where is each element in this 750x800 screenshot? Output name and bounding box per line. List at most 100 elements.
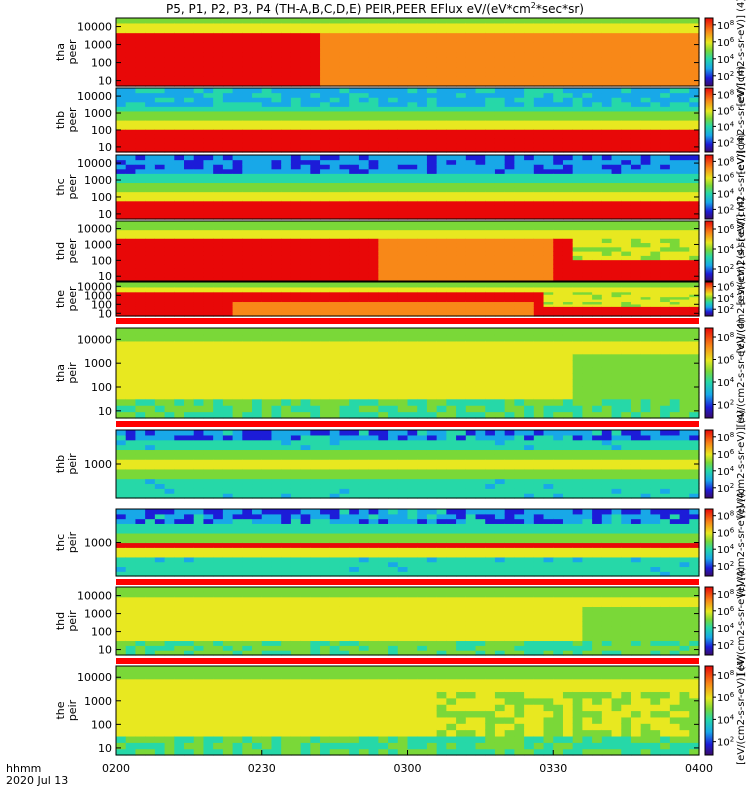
- heatmap-cell: [679, 291, 690, 295]
- heatmap-cell: [271, 147, 282, 153]
- heatmap-cell: [456, 32, 467, 39]
- heatmap-cell: [436, 196, 447, 202]
- y-axis-label-line1: the: [54, 290, 67, 308]
- heatmap-cell: [154, 276, 166, 282]
- heatmap-cell: [378, 200, 389, 206]
- heatmap-cell: [281, 106, 292, 112]
- heatmap-cell: [592, 101, 603, 107]
- heatmap-cell: [494, 246, 506, 252]
- heatmap-cell: [320, 405, 331, 413]
- heatmap-cell: [174, 373, 185, 381]
- heatmap-cell: [242, 294, 253, 298]
- heatmap-cell: [193, 411, 205, 419]
- heatmap-cell: [358, 120, 370, 126]
- heatmap-cell: [164, 221, 175, 226]
- heatmap-cell: [630, 147, 642, 153]
- heatmap-cell: [524, 291, 535, 295]
- heatmap-cell: [193, 294, 205, 298]
- heatmap-cell: [456, 200, 467, 206]
- heatmap-cell: [329, 191, 341, 197]
- heatmap-cell: [281, 263, 292, 269]
- heatmap-cell: [300, 255, 311, 261]
- heatmap-cell: [592, 106, 603, 112]
- heatmap-cell: [572, 81, 583, 87]
- heatmap-cell: [572, 182, 583, 188]
- heatmap-cell: [601, 61, 613, 68]
- heatmap-cell: [193, 301, 205, 305]
- heatmap-cell: [572, 294, 583, 298]
- heatmap-cell: [456, 306, 467, 310]
- heatmap-cell: [329, 88, 341, 94]
- heatmap-cell: [572, 110, 583, 117]
- heatmap-cell: [300, 124, 311, 130]
- heatmap-cell: [611, 296, 622, 300]
- heatmap-cell: [562, 138, 574, 144]
- heatmap-cell: [426, 42, 438, 48]
- heatmap-cell: [553, 182, 564, 188]
- heatmap-cell: [543, 37, 554, 43]
- heatmap-cell: [232, 291, 243, 295]
- heatmap-cell: [446, 32, 457, 39]
- heatmap-cell: [660, 313, 671, 317]
- heatmap-cell: [232, 286, 243, 290]
- heatmap-cell: [290, 142, 302, 149]
- heatmap-cell: [562, 313, 574, 317]
- heatmap-cell: [184, 284, 195, 288]
- heatmap-cell: [514, 301, 525, 305]
- heatmap-cell: [242, 238, 253, 244]
- heatmap-cell: [485, 182, 496, 188]
- heatmap-cell: [601, 52, 613, 58]
- heatmap-cell: [562, 182, 574, 188]
- heatmap-cell: [222, 106, 234, 112]
- heatmap-cell: [601, 296, 613, 300]
- heatmap-cell: [368, 405, 379, 413]
- heatmap-cell: [679, 76, 690, 82]
- heatmap-cell: [232, 385, 243, 393]
- heatmap-cell: [164, 268, 175, 274]
- heatmap-cell: [252, 205, 263, 211]
- heatmap-cell: [494, 311, 506, 315]
- heatmap-cell: [524, 52, 535, 58]
- heatmap-cell: [145, 379, 156, 387]
- heatmap-cell: [660, 37, 671, 43]
- heatmap-cell: [252, 334, 263, 342]
- heatmap-cell: [252, 299, 263, 303]
- heatmap-cell: [426, 101, 438, 107]
- heatmap-cell: [320, 246, 331, 252]
- heatmap-cell: [222, 27, 234, 34]
- heatmap-cell: [125, 289, 137, 293]
- heatmap-cell: [116, 22, 127, 29]
- heatmap-cell: [543, 66, 554, 73]
- heatmap-cell: [164, 187, 175, 193]
- heatmap-cell: [349, 303, 360, 307]
- heatmap-cell: [290, 308, 302, 312]
- heatmap-cell: [281, 61, 292, 68]
- heatmap-cell: [669, 173, 681, 179]
- heatmap-cell: [446, 81, 457, 87]
- heatmap-cell: [339, 289, 350, 293]
- heatmap-cell: [572, 200, 583, 206]
- heatmap-cell: [242, 101, 253, 107]
- heatmap-cell: [242, 282, 253, 286]
- heatmap-cell: [582, 22, 593, 29]
- heatmap-cell: [213, 291, 224, 295]
- heatmap-cell: [242, 214, 253, 220]
- heatmap-cell: [533, 311, 545, 315]
- heatmap-cell: [222, 187, 234, 193]
- heatmap-cell: [572, 373, 583, 381]
- heatmap-cell: [252, 32, 263, 39]
- heatmap-cell: [388, 242, 399, 248]
- heatmap-cell: [465, 259, 477, 265]
- heatmap-cell: [621, 225, 632, 231]
- heatmap-cell: [611, 233, 622, 239]
- heatmap-cell: [436, 76, 447, 82]
- heatmap-cell: [320, 229, 331, 235]
- heatmap-cell: [669, 142, 681, 149]
- heatmap-cell: [446, 308, 457, 312]
- heatmap-cell: [329, 110, 341, 117]
- heatmap-cell: [397, 47, 409, 53]
- heatmap-cell: [417, 286, 428, 290]
- heatmap-cell: [261, 221, 273, 226]
- heatmap-cell: [232, 133, 243, 139]
- heatmap-cell: [271, 18, 282, 24]
